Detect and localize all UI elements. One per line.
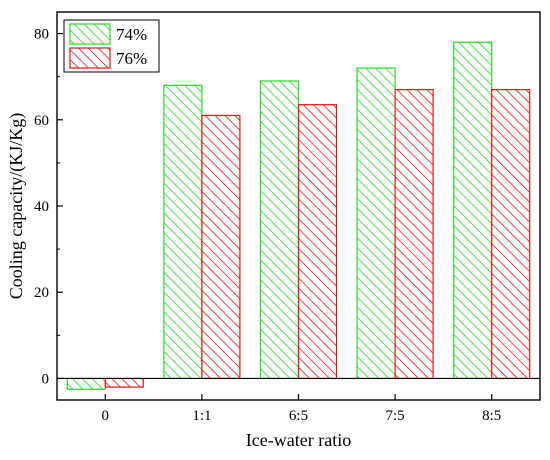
y-tick-label: 60 (34, 113, 49, 129)
bar-74pct-0 (66, 377, 106, 390)
bar-76pct-8-5 (491, 88, 531, 380)
y-tick-label: 20 (34, 285, 49, 301)
y-axis-title: Cooling capacity/(KJ/Kg) (6, 113, 27, 299)
y-tick-label: 0 (42, 371, 50, 387)
x-tick-label: 8:5 (482, 408, 501, 424)
y-tick-label: 80 (34, 27, 49, 43)
x-axis-title: Ice-water ratio (246, 430, 351, 450)
y-tick-label: 40 (34, 199, 49, 215)
bar-74pct-7-5 (356, 67, 396, 380)
legend: 74%76% (63, 19, 160, 73)
bar-74pct-6-5 (259, 80, 300, 380)
x-tick-label: 0 (102, 408, 110, 424)
bar-76pct-6-5 (297, 104, 338, 380)
x-tick-label: 1:1 (192, 408, 211, 424)
x-tick-label: 7:5 (386, 408, 405, 424)
bar-74pct-8-5 (453, 41, 493, 380)
legend-swatch (69, 23, 111, 45)
x-tick-label: 6:5 (289, 408, 308, 424)
legend-label: 76% (116, 49, 147, 68)
legend-swatch (69, 47, 111, 69)
legend-label: 74% (116, 25, 147, 44)
bar-74pct-1-1 (163, 84, 203, 380)
axes-layer: 0 20 40 60 80 0 1:1 6:5 7:5 8:5 (34, 11, 541, 424)
bar-76pct-7-5 (394, 88, 434, 380)
bars-layer (66, 41, 531, 390)
bar-76pct-1-1 (201, 114, 241, 380)
bar-76pct-0 (104, 377, 144, 388)
